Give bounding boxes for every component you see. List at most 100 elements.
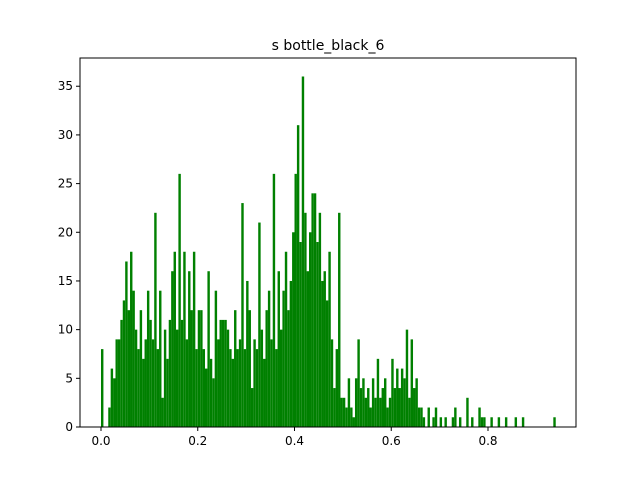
bar (241, 203, 244, 427)
bar (195, 349, 198, 427)
bar (146, 290, 150, 427)
bar (374, 397, 377, 427)
bar (367, 388, 370, 427)
bar (521, 417, 525, 427)
bar (100, 349, 104, 427)
bar (405, 329, 409, 427)
bar (388, 397, 392, 427)
bar (338, 212, 341, 427)
bar (166, 358, 169, 427)
bar (413, 388, 416, 427)
bar (553, 417, 556, 427)
bar (422, 417, 426, 427)
bar (330, 339, 334, 427)
bar (514, 417, 518, 427)
bar (357, 339, 360, 427)
bar (289, 280, 293, 427)
bar (309, 232, 312, 427)
bar (396, 368, 399, 427)
bar (134, 329, 138, 427)
bar (393, 388, 397, 427)
bar (381, 388, 384, 427)
bar (217, 339, 220, 427)
bar (504, 417, 508, 427)
bar (347, 378, 351, 427)
bar (362, 378, 365, 427)
bar (185, 339, 189, 427)
bar (180, 319, 184, 427)
bar (311, 193, 314, 427)
bar (466, 397, 469, 427)
plot-frame (79, 57, 577, 428)
bar (192, 251, 196, 427)
bar (221, 319, 225, 427)
bar (236, 349, 239, 427)
bar (231, 358, 235, 427)
bar (316, 242, 319, 427)
bar (403, 378, 406, 427)
bar (471, 417, 474, 427)
bar (354, 378, 358, 427)
bar (137, 349, 140, 427)
bar (323, 271, 326, 427)
y-tick-label: 0 (65, 420, 73, 434)
bar (265, 310, 268, 427)
bar (342, 397, 346, 427)
bar (279, 329, 283, 427)
bar (132, 290, 135, 427)
bar (110, 368, 114, 427)
bar (156, 349, 160, 427)
bar (325, 300, 329, 427)
bar (379, 397, 382, 427)
chart-title: s bottle_black_6 (272, 38, 385, 54)
bar (391, 358, 394, 427)
bar (260, 329, 264, 427)
bar (371, 378, 375, 427)
bar (142, 358, 145, 427)
y-tick-label: 20 (58, 225, 73, 239)
bar (205, 368, 208, 427)
bar (168, 319, 172, 427)
bar (151, 339, 155, 427)
bar (209, 358, 213, 427)
bar (282, 290, 285, 427)
bar (454, 407, 457, 427)
bar (410, 339, 414, 427)
bar (224, 319, 227, 427)
bar (117, 339, 121, 427)
bar (113, 378, 116, 427)
bar (258, 222, 261, 427)
bar (139, 310, 143, 427)
bar (480, 417, 484, 427)
bar (497, 417, 501, 427)
bar (376, 358, 380, 427)
bar (434, 407, 438, 427)
bar (255, 349, 259, 427)
bar (432, 417, 435, 427)
bar (352, 417, 355, 427)
bar (246, 280, 249, 427)
bar (284, 251, 288, 427)
bar (202, 349, 206, 427)
bar (408, 397, 411, 427)
bar (478, 407, 481, 427)
bar (127, 310, 131, 427)
x-tick-label: 0.8 (478, 434, 497, 448)
bar (294, 173, 297, 427)
bar (417, 407, 421, 427)
bar (108, 407, 111, 427)
bar (451, 417, 455, 427)
bar (364, 397, 368, 427)
bar (427, 407, 430, 427)
y-tick-label: 5 (65, 371, 73, 385)
y-tick-label: 25 (58, 177, 73, 191)
bar (287, 310, 290, 427)
bar (125, 261, 128, 427)
bar (161, 397, 164, 427)
y-tick-label: 10 (58, 323, 73, 337)
bar (306, 271, 310, 427)
bar (144, 339, 147, 427)
bar (386, 407, 389, 427)
x-tick-label: 0.2 (188, 434, 207, 448)
